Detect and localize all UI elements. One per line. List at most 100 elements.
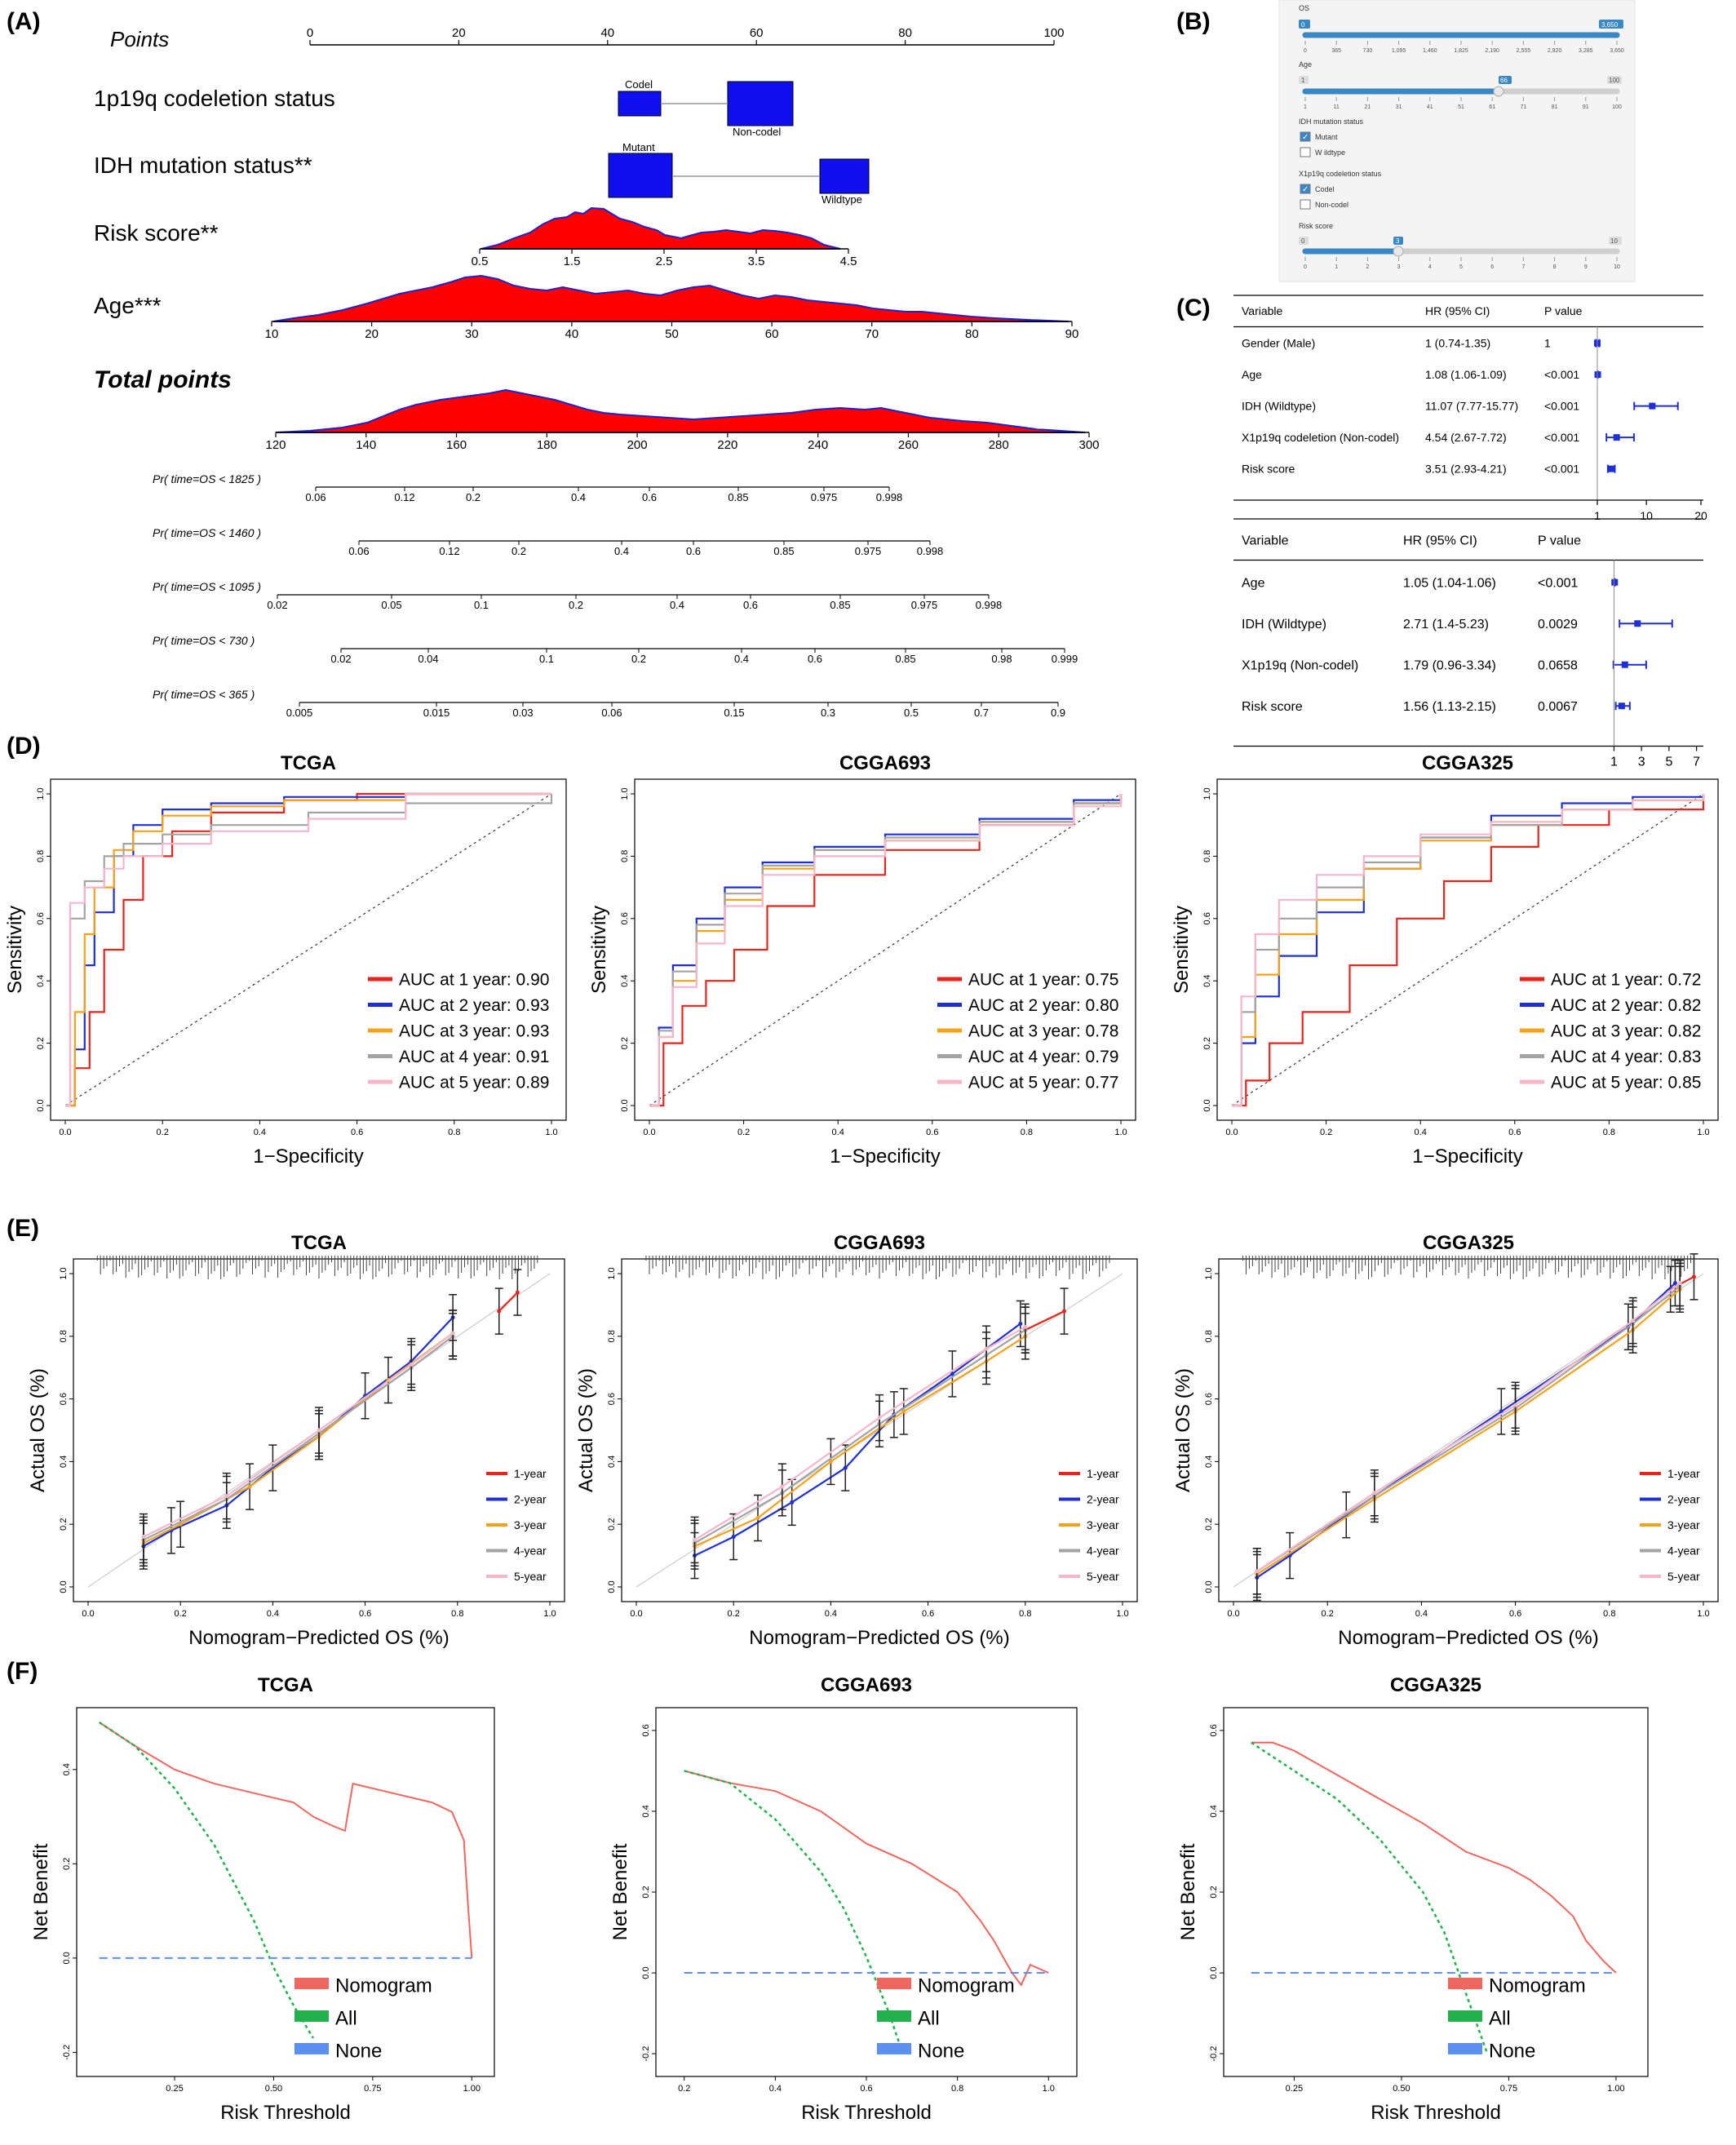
chart-6: CGGA325 Nomogram−Predicted OS (%) Actual O… [1172,1232,1719,1649]
x-tick-label: 0.8 [1603,1609,1615,1619]
tick-label: 260 [898,438,919,452]
tick-label: 30 [465,327,479,341]
data-point [450,1331,455,1336]
y-tick-label: 0.4 [620,975,630,987]
legend: AUC at 1 year: 0.75 AUC at 2 year: 0.80 AU… [937,971,1118,1092]
y-tick-label: 1.0 [1204,1267,1214,1279]
forest-hr: 1.56 (1.13-2.15) [1403,700,1496,714]
forest-estimate [1649,402,1656,410]
data-point [317,1428,321,1433]
x-tick-label: 0.2 [1320,1128,1332,1137]
slider-tick-label: 71 [1521,104,1527,110]
x-tick-label: 1.0 [545,1128,557,1137]
forest-header: Variable [1242,534,1289,547]
x-axis-label: 1−Specificity [830,1146,940,1168]
tick-label: 0.998 [917,545,944,557]
risk-slider-ticks: 0 1 2 3 4 5 6 7 8 9 10 [1304,257,1620,270]
noncodel-checkbox[interactable] [1300,199,1311,210]
x-tick-label: 0.4 [1415,1609,1428,1619]
legend: 1-year 2-year 3-year 4-year 5-year [1059,1467,1119,1583]
slider-tick-label: 51 [1458,104,1464,110]
forest-hr: 1.05 (1.04-1.06) [1403,576,1496,590]
y-tick-label: 0.2 [641,1886,651,1898]
y-tick-label: 0.0 [620,1099,630,1111]
tick-label: 280 [989,438,1009,452]
y-tick-label: 1.0 [36,787,46,800]
forest-variable: X1p19q codeletion (Non-codel) [1242,431,1399,444]
age-value-badge: 66 [1500,77,1508,84]
mutant-checkbox[interactable] [1300,131,1311,142]
tick-label: 0.85 [773,545,794,557]
legend-label: AUC at 5 year: 0.77 [968,1074,1118,1092]
x-tick-label: 0.6 [1509,1609,1521,1619]
legend-label: AUC at 5 year: 0.85 [1551,1074,1701,1092]
data-point [247,1484,252,1489]
data-point [780,1484,785,1489]
forest-estimate [1618,702,1625,710]
data-point [1691,1274,1696,1279]
legend-swatch [1448,1978,1482,1989]
slider-tick-label: 10 [1614,264,1620,270]
y-axis-label: Sensitivity [4,906,26,994]
tick-label: 0.975 [911,599,938,611]
data-point [224,1494,229,1499]
data-point [877,1416,882,1420]
tick-label: 10 [265,327,279,341]
y-tick-label: 0.8 [59,1330,69,1342]
y-axis-label: Actual OS (%) [27,1368,49,1492]
y-tick-label: 0.2 [59,1518,69,1531]
tick-label: 0.4 [734,653,749,665]
forest-hr: 1.79 (0.96-3.34) [1403,658,1496,672]
slider-tick-label: 11 [1334,104,1340,110]
slider-tick-label: 5 [1459,264,1463,270]
risk-slider-handle[interactable] [1393,246,1404,257]
y-tick-label: 0.2 [620,1037,630,1049]
slider-tick-label: 1 [1335,264,1338,270]
legend: Nomogram All None [1448,1975,1586,2063]
y-tick-label: 0.4 [641,1805,651,1817]
chart-title: CGGA325 [1423,1232,1514,1254]
slider-tick-label: 7 [1521,264,1525,270]
age-slider-handle[interactable] [1493,86,1504,97]
data-point [1061,1309,1066,1314]
y-tick-label: 0.6 [1202,912,1212,924]
slider-tick-label: 3 [1397,264,1401,270]
legend-label: 3-year [1667,1518,1700,1531]
tick-label: 0.5 [472,255,489,268]
wildtype-level: Wildtype [822,193,862,206]
y-tick-label: 0.6 [641,1724,651,1736]
codel-option: Codel [1315,185,1335,193]
x-tick-label: 0.50 [265,2084,282,2094]
y-tick-label: 0.0 [1204,1580,1214,1593]
tick-label: 90 [1065,327,1079,341]
forest-variable: X1p19q (Non-codel) [1242,658,1358,672]
risk-density [480,206,841,250]
x-tick-label: 0.6 [359,1609,371,1619]
y-tick-label: 1.0 [1202,787,1212,800]
slider-tick-label: 0 [1304,48,1307,54]
series-line [693,1329,1026,1544]
tick-label: 0.6 [686,545,701,557]
data-point [515,1290,520,1295]
tick-label: 0.98 [991,653,1012,665]
tick-label: 200 [627,438,648,452]
wildtype-checkbox[interactable] [1300,147,1311,157]
forest-estimate [1611,578,1619,586]
slider-tick-label: 0 [1304,264,1307,270]
y-tick-label: 0.0 [59,1580,69,1593]
os-max-badge: 3,650 [1601,21,1619,29]
plot-frame [634,778,1136,1121]
chart-4: TCGA Nomogram−Predicted OS (%) Actual OS (… [27,1232,565,1649]
data-point [1513,1403,1518,1407]
data-point [1372,1491,1377,1496]
y-tick-label: 0.4 [1202,975,1212,987]
age-min-badge: 1 [1301,77,1305,84]
legend-swatch [1448,2010,1482,2022]
forest-estimate [1621,661,1628,668]
data-point [984,1346,989,1351]
y-tick-label: 0.0 [1209,1966,1219,1979]
codel-checkbox[interactable] [1300,184,1311,194]
total-axis: 120 140 160 180 200 220 240 260 280 300 [265,432,1100,452]
plot-frame [1216,778,1719,1121]
tick-label: 160 [446,438,467,452]
